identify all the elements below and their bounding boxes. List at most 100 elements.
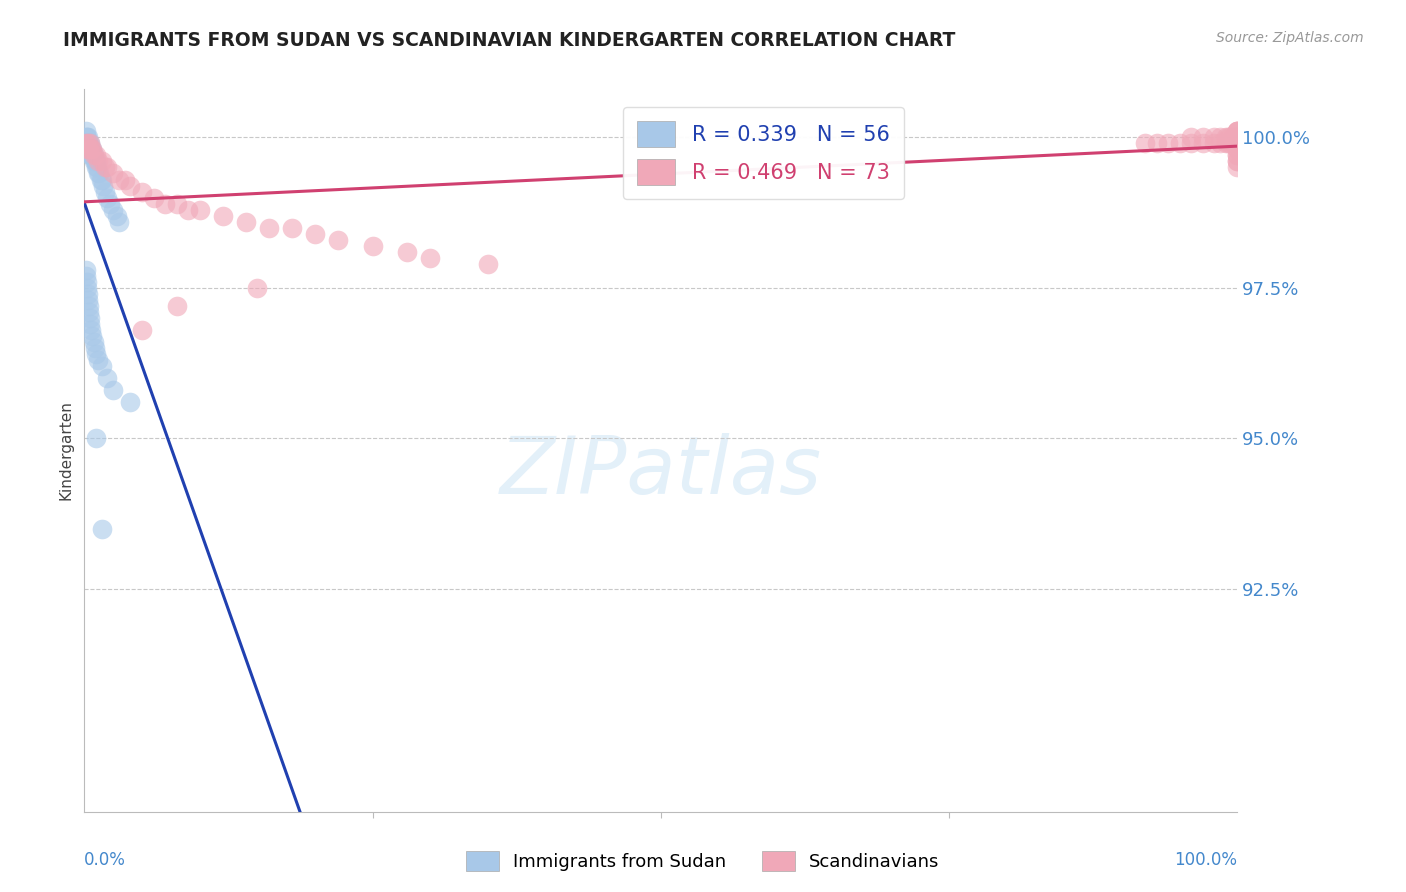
- Point: [1223, 130, 1246, 145]
- Point: [1209, 130, 1232, 145]
- Point: [1226, 148, 1249, 162]
- Point: [1219, 130, 1241, 145]
- Point: [1219, 136, 1241, 151]
- Point: [1223, 136, 1246, 151]
- Point: [153, 196, 176, 211]
- Point: [75, 136, 97, 151]
- Point: [80, 143, 103, 157]
- Point: [1209, 136, 1232, 151]
- Point: [94, 161, 117, 175]
- Point: [76, 143, 98, 157]
- Point: [1191, 136, 1213, 151]
- Point: [108, 215, 131, 229]
- Point: [131, 323, 153, 337]
- Text: IMMIGRANTS FROM SUDAN VS SCANDINAVIAN KINDERGARTEN CORRELATION CHART: IMMIGRANTS FROM SUDAN VS SCANDINAVIAN KI…: [63, 31, 956, 50]
- Point: [1204, 136, 1226, 151]
- Point: [82, 143, 104, 157]
- Point: [1191, 130, 1213, 145]
- Point: [131, 185, 153, 199]
- Point: [114, 172, 136, 186]
- Point: [1204, 130, 1226, 145]
- Point: [79, 317, 101, 331]
- Point: [90, 359, 112, 374]
- Text: 0.0%: 0.0%: [84, 851, 127, 869]
- Point: [83, 154, 105, 169]
- Point: [1226, 143, 1249, 157]
- Point: [1168, 136, 1191, 151]
- Point: [419, 251, 441, 265]
- Point: [90, 154, 112, 169]
- Point: [76, 293, 98, 307]
- Point: [1180, 130, 1202, 145]
- Point: [75, 268, 97, 283]
- Point: [142, 191, 165, 205]
- Point: [326, 233, 349, 247]
- Point: [80, 148, 103, 162]
- Point: [91, 178, 114, 193]
- Point: [166, 196, 188, 211]
- Point: [211, 209, 233, 223]
- Point: [1225, 136, 1247, 151]
- Point: [84, 432, 107, 446]
- Point: [82, 143, 104, 157]
- Point: [1226, 154, 1249, 169]
- Point: [84, 161, 107, 175]
- Point: [75, 124, 97, 138]
- Text: Source: ZipAtlas.com: Source: ZipAtlas.com: [1216, 31, 1364, 45]
- Point: [120, 178, 142, 193]
- Point: [1226, 136, 1249, 151]
- Point: [84, 148, 107, 162]
- Point: [96, 191, 118, 205]
- Point: [1226, 124, 1249, 138]
- Point: [77, 136, 100, 151]
- Point: [1222, 130, 1244, 145]
- Point: [166, 299, 188, 313]
- Point: [77, 305, 100, 319]
- Point: [79, 136, 101, 151]
- Point: [1226, 130, 1249, 145]
- Point: [188, 202, 211, 217]
- Point: [396, 244, 419, 259]
- Point: [76, 136, 98, 151]
- Point: [1222, 136, 1244, 151]
- Point: [120, 395, 142, 409]
- Point: [96, 371, 118, 385]
- Point: [76, 136, 98, 151]
- Point: [83, 154, 105, 169]
- Point: [1226, 154, 1249, 169]
- Point: [83, 335, 105, 350]
- Point: [94, 185, 117, 199]
- Point: [103, 202, 124, 217]
- Point: [1146, 136, 1168, 151]
- Point: [1226, 148, 1249, 162]
- Point: [103, 384, 124, 398]
- Point: [76, 281, 98, 295]
- Point: [83, 148, 105, 162]
- Point: [1215, 136, 1237, 151]
- Point: [90, 172, 112, 186]
- Text: 100.0%: 100.0%: [1174, 851, 1237, 869]
- Point: [1226, 124, 1249, 138]
- Point: [76, 130, 98, 145]
- Point: [1226, 143, 1249, 157]
- Point: [87, 154, 110, 169]
- Point: [1216, 130, 1239, 145]
- Y-axis label: Kindergarten: Kindergarten: [58, 401, 73, 500]
- Point: [87, 167, 110, 181]
- Point: [75, 263, 97, 277]
- Point: [1226, 124, 1249, 138]
- Point: [86, 161, 108, 175]
- Point: [246, 281, 269, 295]
- Point: [82, 329, 104, 343]
- Point: [257, 220, 280, 235]
- Point: [77, 143, 100, 157]
- Point: [87, 353, 110, 368]
- Point: [83, 148, 105, 162]
- Point: [89, 167, 111, 181]
- Point: [79, 136, 101, 151]
- Point: [477, 257, 499, 271]
- Point: [76, 275, 98, 289]
- Point: [1226, 124, 1249, 138]
- Point: [84, 347, 107, 361]
- Point: [79, 311, 101, 326]
